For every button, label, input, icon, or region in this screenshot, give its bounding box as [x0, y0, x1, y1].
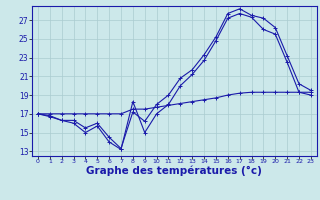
X-axis label: Graphe des températures (°c): Graphe des températures (°c) — [86, 166, 262, 176]
